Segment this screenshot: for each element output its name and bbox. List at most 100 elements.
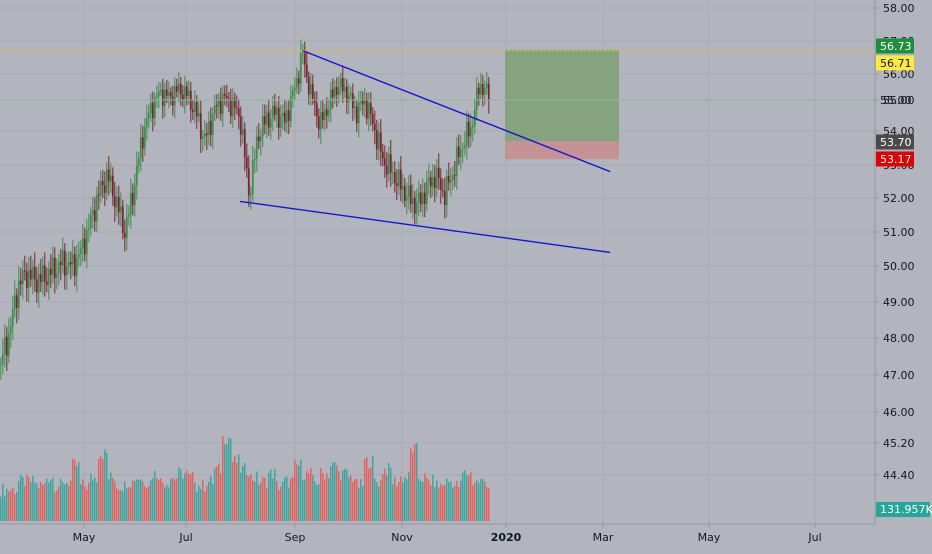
candle-body — [393, 172, 396, 184]
candle — [97, 180, 100, 210]
candle — [95, 186, 98, 233]
candle-body — [109, 175, 112, 182]
candle-body — [5, 336, 8, 356]
volume-bar — [456, 480, 458, 521]
candle — [465, 110, 468, 160]
candle-body — [1, 354, 4, 364]
candle — [203, 120, 206, 146]
candle-body — [375, 129, 378, 150]
upper-trendline[interactable] — [303, 50, 611, 173]
candle-body — [347, 94, 350, 103]
volume-bar — [86, 489, 88, 521]
volume-bar — [82, 479, 84, 521]
volume-bar — [392, 484, 394, 521]
price-label-entry: 55.00 — [880, 94, 912, 107]
candle-body — [271, 105, 274, 119]
volume-bar — [484, 481, 486, 521]
candle — [353, 95, 356, 119]
candle-body — [353, 106, 356, 109]
volume-bar — [80, 484, 82, 521]
candle-body — [299, 53, 302, 84]
candle-body — [275, 107, 278, 115]
candle — [467, 113, 470, 149]
candle-body — [257, 136, 260, 142]
candle — [317, 108, 320, 139]
candle-body — [383, 158, 386, 166]
candle — [245, 143, 248, 178]
price-axis[interactable]: 58.0057.0056.0055.0054.0053.0052.0051.00… — [875, 2, 915, 482]
candle — [205, 122, 208, 150]
candle-body — [151, 102, 154, 119]
volume-bar — [134, 481, 136, 521]
volume-bar — [284, 477, 286, 521]
candle-body — [205, 133, 208, 136]
time-axis[interactable]: May Jul Sep Nov 2020 Mar May Jul — [73, 524, 822, 544]
volume-bar — [204, 491, 206, 521]
candle — [377, 122, 380, 161]
candle-body — [29, 269, 32, 280]
candle — [391, 161, 394, 185]
volume-bar — [434, 486, 436, 521]
volume-bar — [338, 471, 340, 521]
candle-body — [433, 177, 436, 189]
candle — [131, 183, 134, 216]
volume-bar — [454, 485, 456, 521]
candle — [199, 100, 202, 153]
volume-bar — [170, 479, 172, 521]
candle-body — [145, 118, 148, 127]
target-zone[interactable] — [504, 49, 619, 142]
volume-bar — [248, 476, 250, 521]
candle — [227, 92, 230, 113]
volume-bar — [458, 487, 460, 521]
stop-zone[interactable] — [504, 141, 619, 160]
candle-body — [107, 169, 110, 182]
volume-bar — [110, 472, 112, 521]
candle-body — [77, 254, 80, 258]
volume-bar — [180, 469, 182, 521]
volume-bar — [242, 465, 244, 521]
candle — [191, 100, 194, 120]
candle-body — [197, 113, 200, 117]
volume-bar — [428, 480, 430, 521]
candle-body — [69, 262, 72, 265]
volume-bar — [388, 462, 390, 521]
candle-body — [31, 266, 34, 280]
candle-body — [397, 169, 400, 187]
volume-bar — [4, 495, 6, 521]
volume-bar — [426, 477, 428, 521]
candle — [225, 84, 228, 108]
candle — [57, 253, 60, 286]
volume-bar — [272, 478, 274, 521]
candle — [251, 145, 254, 202]
candle — [167, 81, 170, 109]
candle — [263, 104, 266, 135]
candle — [133, 173, 136, 217]
candle — [159, 82, 162, 96]
volume-bar — [50, 479, 52, 521]
volume-bar — [132, 480, 134, 521]
candle — [209, 107, 212, 147]
candle — [397, 162, 400, 196]
candle-body — [385, 165, 388, 175]
candle — [477, 82, 480, 106]
candle-body — [25, 271, 28, 289]
candle — [61, 237, 64, 274]
volume-bar — [240, 472, 242, 521]
x-tick-label: 2020 — [491, 531, 522, 544]
candle — [429, 170, 432, 198]
volume-bar — [14, 494, 16, 521]
volume-bar — [48, 482, 50, 521]
candle — [435, 159, 438, 197]
volume-bar — [346, 469, 348, 521]
volume-bar — [416, 442, 418, 521]
volume-bar — [418, 478, 420, 521]
candle-body — [283, 112, 286, 123]
price-label-bg — [876, 38, 914, 54]
lower-trendline[interactable] — [240, 200, 611, 254]
y-tick-label: 47.00 — [883, 369, 915, 382]
candle — [9, 316, 12, 348]
candle — [129, 178, 132, 229]
price-label-text: 55.00 — [880, 94, 912, 107]
